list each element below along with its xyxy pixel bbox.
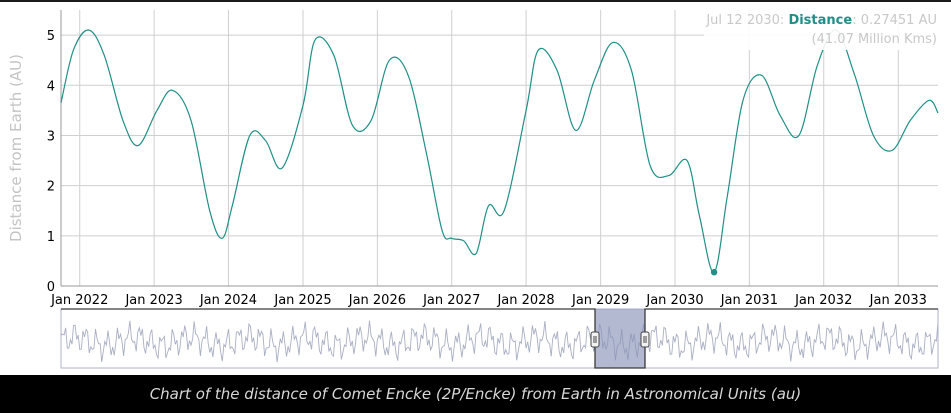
x-tick-label: Jan 2033 (869, 293, 927, 308)
y-tick-label: 2 (47, 180, 55, 195)
tooltip-series-name: Distance (788, 13, 853, 28)
x-tick-label: Jan 2029 (571, 293, 629, 308)
x-tick-label: Jan 2026 (348, 293, 406, 308)
x-tick-label: Jan 2032 (794, 293, 852, 308)
series-line-distance[interactable] (60, 29, 939, 273)
handle-body[interactable] (590, 331, 600, 348)
top-border (0, 0, 951, 2)
navigator-outline (61, 308, 938, 369)
x-tick-label: Jan 2027 (422, 293, 480, 308)
highlighted-data-point[interactable] (710, 269, 718, 276)
y-tick-label: 5 (47, 29, 55, 44)
tooltip-date: Jul 12 2030: (706, 13, 785, 28)
x-tick-label: Jan 2022 (50, 293, 108, 308)
x-tick-label: Jan 2031 (720, 293, 778, 308)
navigator-selection[interactable] (595, 309, 645, 368)
tooltip: Jul 12 2030: Distance: 0.27451 AU (41.07… (704, 10, 939, 50)
x-tick-label: Jan 2028 (496, 293, 554, 308)
y-tick-label: 0 (47, 280, 55, 295)
chart-caption: Chart of the distance of Comet Encke (2P… (149, 385, 802, 403)
navigator-right-handle[interactable] (640, 331, 650, 348)
distance-chart[interactable]: 0 1 2 3 4 5 Jan 2022 Jan 2023 Jan 2024 Jan 2025 Ja… (0, 2, 951, 375)
y-tick-label: 1 (47, 230, 55, 245)
tooltip-secondary: (41.07 Million Kms) (811, 32, 937, 47)
y-tick-label: 3 (47, 129, 55, 144)
caption-bar: Chart of the distance of Comet Encke (2P… (0, 375, 951, 413)
x-tick-label: Jan 2023 (124, 293, 182, 308)
y-tick-label: 4 (47, 79, 55, 94)
handle-body[interactable] (640, 331, 650, 348)
navigator-left-handle[interactable] (590, 331, 600, 348)
x-tick-label: Jan 2025 (273, 293, 331, 308)
y-axis-title: Distance from Earth (AU) (7, 54, 25, 242)
navigator-series (60, 320, 939, 363)
x-tick-label: Jan 2024 (199, 293, 257, 308)
tooltip-line-1: Jul 12 2030: Distance: 0.27451 AU (706, 11, 937, 30)
chart-container[interactable]: 0 1 2 3 4 5 Jan 2022 Jan 2023 Jan 2024 Jan 2025 Ja… (0, 2, 951, 375)
tooltip-value: : 0.27451 AU (852, 13, 937, 28)
x-tick-label: Jan 2030 (645, 293, 703, 308)
